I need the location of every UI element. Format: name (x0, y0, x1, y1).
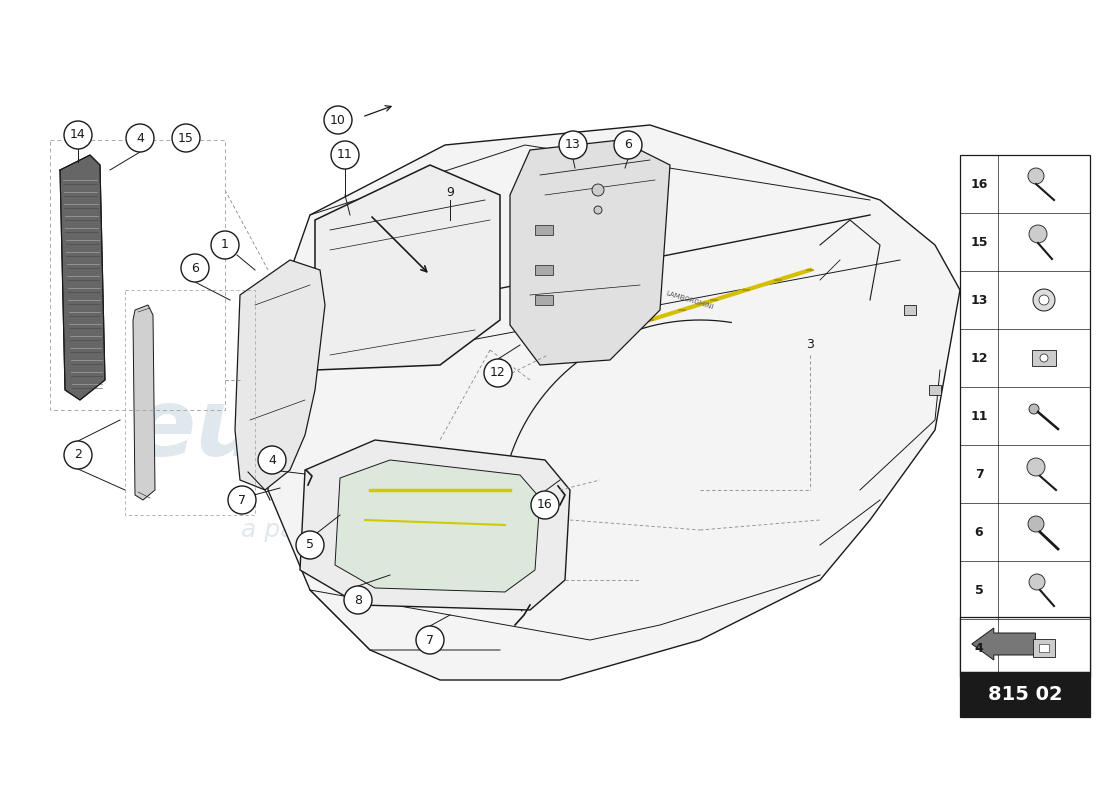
Circle shape (172, 124, 200, 152)
Text: 6: 6 (191, 262, 199, 274)
Circle shape (614, 131, 642, 159)
FancyBboxPatch shape (960, 155, 1090, 677)
Text: 12: 12 (970, 351, 988, 365)
Circle shape (1028, 225, 1047, 243)
Text: 3: 3 (806, 338, 814, 351)
Text: 14: 14 (70, 129, 86, 142)
Text: 8: 8 (354, 594, 362, 606)
Circle shape (296, 531, 324, 559)
Circle shape (592, 184, 604, 196)
Text: 7: 7 (975, 467, 983, 481)
FancyBboxPatch shape (1040, 644, 1049, 652)
Circle shape (594, 206, 602, 214)
FancyBboxPatch shape (535, 265, 553, 275)
Polygon shape (133, 305, 155, 500)
Circle shape (1028, 404, 1040, 414)
Polygon shape (510, 140, 670, 365)
FancyBboxPatch shape (535, 225, 553, 235)
Text: 5: 5 (306, 538, 313, 551)
Polygon shape (315, 165, 500, 370)
Polygon shape (235, 260, 324, 490)
Circle shape (211, 231, 239, 259)
FancyArrow shape (971, 628, 1035, 660)
Text: 4: 4 (136, 131, 144, 145)
Text: 15: 15 (970, 235, 988, 249)
Text: 13: 13 (970, 294, 988, 306)
Text: 7: 7 (238, 494, 246, 506)
Polygon shape (268, 125, 960, 680)
Circle shape (1028, 574, 1045, 590)
Circle shape (1028, 516, 1044, 532)
FancyBboxPatch shape (960, 672, 1090, 717)
Circle shape (324, 106, 352, 134)
Text: 5: 5 (975, 583, 983, 597)
Circle shape (531, 491, 559, 519)
Text: 13: 13 (565, 138, 581, 151)
Circle shape (126, 124, 154, 152)
Text: 9: 9 (447, 186, 454, 199)
Text: 1: 1 (221, 238, 229, 251)
Text: 15: 15 (178, 131, 194, 145)
Text: a passion for parts since 1985: a passion for parts since 1985 (241, 518, 619, 542)
Text: 10: 10 (330, 114, 345, 126)
Polygon shape (300, 440, 570, 610)
Text: 16: 16 (970, 178, 988, 190)
Text: 12: 12 (491, 366, 506, 379)
Text: 4: 4 (975, 642, 983, 654)
Text: 7: 7 (426, 634, 434, 646)
FancyBboxPatch shape (930, 385, 940, 395)
Circle shape (182, 254, 209, 282)
FancyBboxPatch shape (1033, 639, 1055, 657)
Text: 6: 6 (975, 526, 983, 538)
Polygon shape (336, 460, 540, 592)
Circle shape (228, 486, 256, 514)
Circle shape (1027, 458, 1045, 476)
Text: 2: 2 (74, 449, 81, 462)
Circle shape (559, 131, 587, 159)
FancyBboxPatch shape (904, 305, 916, 315)
Circle shape (258, 446, 286, 474)
FancyBboxPatch shape (1032, 350, 1056, 366)
Circle shape (64, 441, 92, 469)
Circle shape (484, 359, 512, 387)
Text: eurospares: eurospares (131, 384, 728, 476)
Text: 16: 16 (537, 498, 553, 511)
Text: 11: 11 (337, 149, 353, 162)
Text: LAMBORGHINI: LAMBORGHINI (666, 290, 715, 310)
Circle shape (1033, 289, 1055, 311)
Text: 815 02: 815 02 (988, 685, 1063, 704)
Circle shape (64, 121, 92, 149)
Circle shape (331, 141, 359, 169)
FancyBboxPatch shape (535, 295, 553, 305)
Circle shape (416, 626, 444, 654)
Polygon shape (60, 155, 104, 400)
Text: 4: 4 (268, 454, 276, 466)
Text: 6: 6 (624, 138, 631, 151)
Text: 11: 11 (970, 410, 988, 422)
Circle shape (1040, 295, 1049, 305)
FancyBboxPatch shape (960, 617, 1090, 672)
Circle shape (1028, 168, 1044, 184)
Circle shape (344, 586, 372, 614)
Circle shape (1040, 354, 1048, 362)
